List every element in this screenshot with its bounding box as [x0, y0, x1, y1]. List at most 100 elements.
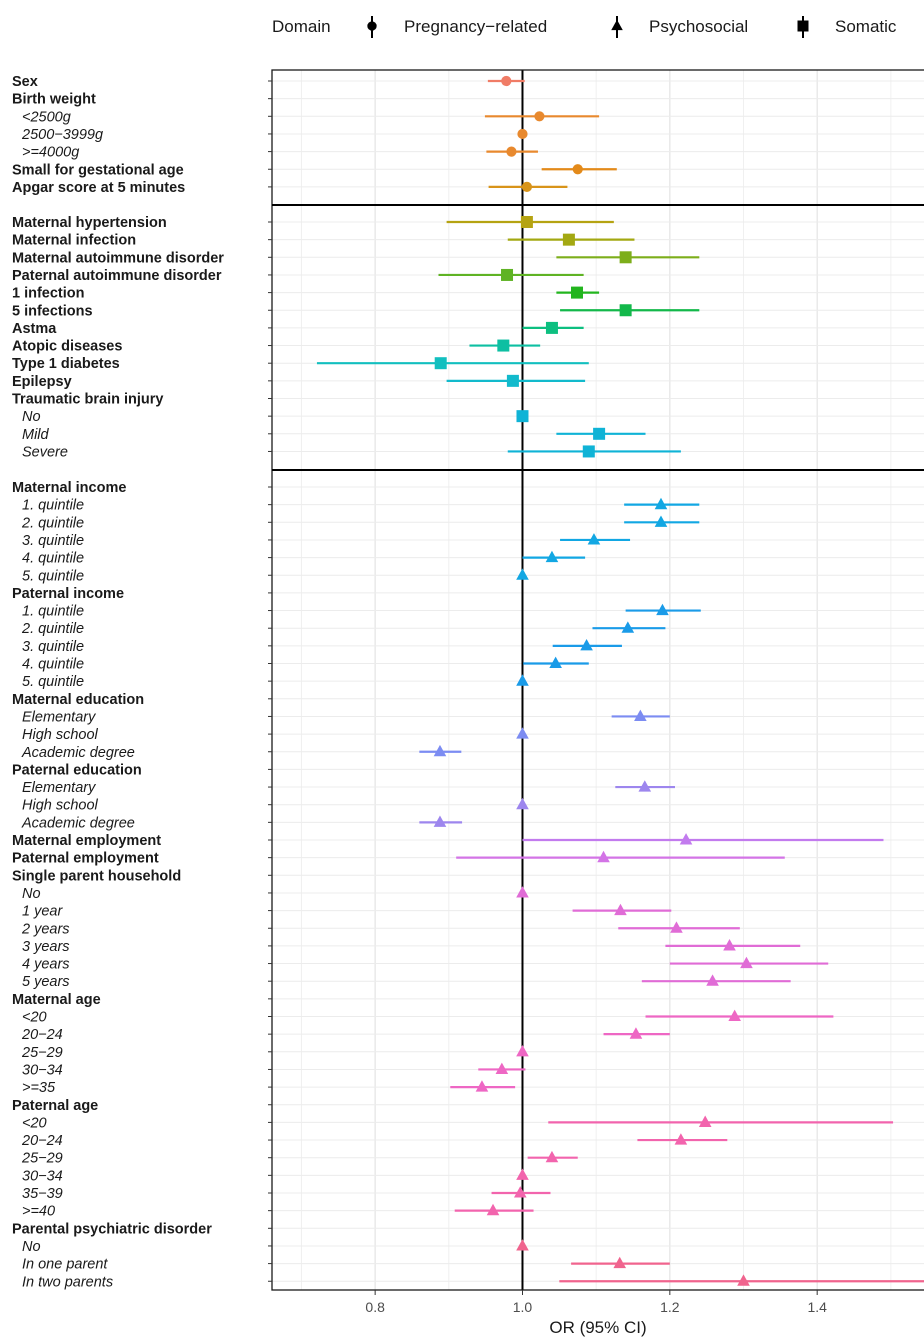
grid [272, 70, 924, 1290]
legend-key-triangle [611, 19, 623, 31]
row-label: Parental psychiatric disorder [12, 1221, 212, 1237]
row-label: 1 infection [12, 286, 85, 302]
row-label: 30−34 [22, 1168, 63, 1184]
point-estimate [501, 75, 512, 87]
row-label: Type 1 diabetes [12, 356, 120, 372]
point-estimate [521, 181, 533, 192]
point-estimate [545, 1150, 559, 1163]
row-label: Mild [22, 427, 50, 443]
row-labels: Sex Birth weight<2500g 2500−3999g >=4000gSm… [12, 74, 224, 1290]
row-label: Single parent household [12, 868, 181, 884]
legend-key-square [797, 20, 809, 32]
row-label: 5 years [22, 974, 70, 990]
row-label: Small for gestational age [12, 162, 184, 178]
point-estimate [516, 1044, 529, 1057]
point-estimate [654, 497, 668, 510]
point-estimate [654, 515, 668, 527]
row-label: Maternal education [12, 692, 144, 708]
point-estimate [656, 603, 669, 616]
point-estimate [516, 674, 529, 686]
row-label: Astma [12, 321, 57, 337]
x-axis-title: OR (95% CI) [549, 1318, 646, 1337]
point-estimate [434, 357, 447, 370]
row-label: Sex [12, 74, 38, 90]
point-estimate [516, 568, 529, 580]
point-estimate [614, 903, 627, 916]
row-label: High school [22, 798, 99, 814]
row-label: In one parent [22, 1257, 108, 1273]
row-label: 2 years [21, 921, 70, 937]
row-label: 3 years [22, 939, 70, 955]
row-label: 3. quintile [22, 639, 84, 655]
row-label: Paternal education [12, 762, 142, 778]
row-label: Maternal income [12, 480, 126, 496]
row-label: 4 years [22, 957, 70, 973]
point-estimate [670, 921, 683, 933]
row-label: >=40 [22, 1204, 55, 1220]
point-estimate [582, 445, 595, 458]
point-estimate [516, 1168, 529, 1180]
row-label: 20−24 [21, 1027, 63, 1043]
point-estimate [597, 850, 610, 863]
row-label: 3. quintile [22, 533, 84, 549]
point-estimate [516, 410, 529, 423]
point-estimate [634, 709, 647, 722]
point-estimate [497, 339, 510, 352]
point-estimate [520, 216, 533, 228]
point-estimate [723, 939, 736, 951]
point-estimate [513, 1186, 527, 1198]
legend-item-circle: Pregnancy−related [367, 16, 547, 38]
x-tick-label: 1.0 [513, 1299, 533, 1315]
x-tick-label: 1.4 [807, 1299, 827, 1315]
row-label: Maternal employment [12, 833, 161, 849]
legend-key-circle [367, 21, 377, 31]
x-axis: 0.8 1.0 1.2 1.4 [268, 80, 827, 1315]
row-label: High school [22, 727, 99, 743]
legend-label: Pregnancy−related [404, 17, 547, 36]
row-label: 4. quintile [22, 657, 84, 673]
point-estimate [506, 374, 519, 387]
point-estimate [619, 304, 632, 317]
point-estimate [562, 233, 575, 246]
row-label: 4. quintile [22, 551, 84, 567]
point-estimate [433, 815, 447, 827]
legend: Domain Pregnancy−related Psychosocial Soma… [272, 16, 897, 38]
legend-item-square: Somatic [797, 16, 897, 38]
legend-item-triangle: Psychosocial [611, 16, 748, 38]
point-estimate [613, 1256, 627, 1269]
point-estimate [516, 797, 529, 810]
x-tick-label: 0.8 [365, 1299, 385, 1315]
point-estimate [486, 1203, 500, 1216]
point-estimate [737, 1274, 750, 1286]
legend-label: Somatic [835, 17, 897, 36]
row-label: Maternal infection [12, 233, 136, 249]
point-estimate [516, 1239, 529, 1251]
point-estimate [534, 111, 545, 122]
row-label: Paternal income [12, 586, 124, 602]
legend-label: Psychosocial [649, 17, 748, 36]
row-label: 5 infections [12, 303, 93, 319]
row-label: No [22, 1239, 41, 1255]
point-estimate [495, 1062, 509, 1075]
row-label: Apgar score at 5 minutes [12, 180, 185, 196]
point-estimate [619, 251, 632, 264]
row-label: Elementary [22, 709, 96, 725]
point-estimate [501, 268, 514, 281]
row-label: Epilepsy [12, 374, 72, 390]
row-label: Atopic diseases [12, 339, 122, 355]
row-label: 5. quintile [22, 568, 84, 584]
row-label: Elementary [22, 780, 96, 796]
row-label: 30−34 [22, 1062, 63, 1078]
point-estimate [506, 146, 517, 157]
row-label: 1. quintile [22, 604, 84, 620]
row-label: Maternal age [12, 992, 101, 1008]
row-label: Academic degree [21, 745, 135, 761]
row-label: Paternal age [12, 1098, 98, 1114]
point-estimate [621, 621, 635, 633]
row-label: Paternal employment [12, 851, 159, 867]
row-label: Severe [22, 444, 68, 460]
plot-border [271, 69, 924, 1291]
row-label: In two parents [22, 1274, 113, 1290]
row-label: >=4000g [22, 145, 79, 161]
